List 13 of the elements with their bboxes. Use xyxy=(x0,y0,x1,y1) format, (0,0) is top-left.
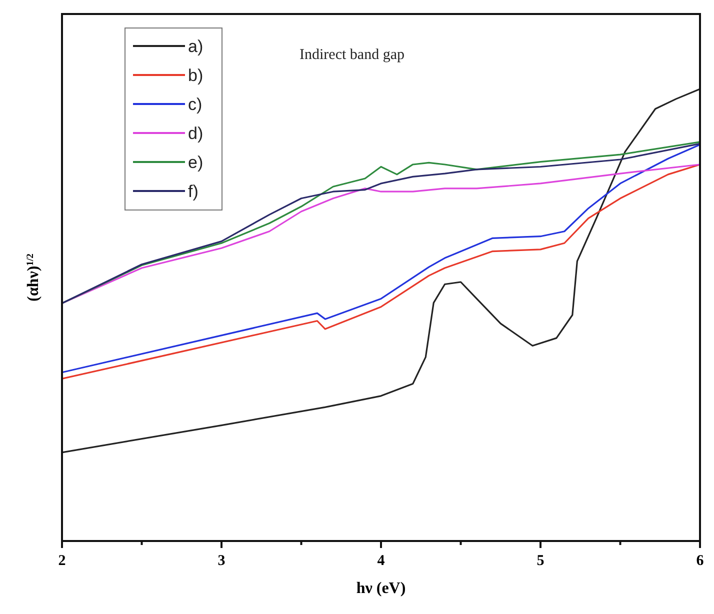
legend-label: d) xyxy=(188,124,204,143)
x-tick-label: 6 xyxy=(696,553,704,569)
x-axis-title: hν (eV) xyxy=(356,580,406,597)
legend-label: e) xyxy=(188,153,204,172)
legend-label: a) xyxy=(188,37,204,56)
x-tick-label: 4 xyxy=(377,553,386,569)
legend-label: f) xyxy=(188,182,198,201)
x-tick-label: 5 xyxy=(536,553,544,569)
text: Indirect band gap xyxy=(300,47,404,63)
x-tick-label: 2 xyxy=(58,553,66,569)
x-tick-label: 3 xyxy=(218,553,226,569)
legend-label: c) xyxy=(188,95,202,114)
legend-label: b) xyxy=(188,66,204,85)
